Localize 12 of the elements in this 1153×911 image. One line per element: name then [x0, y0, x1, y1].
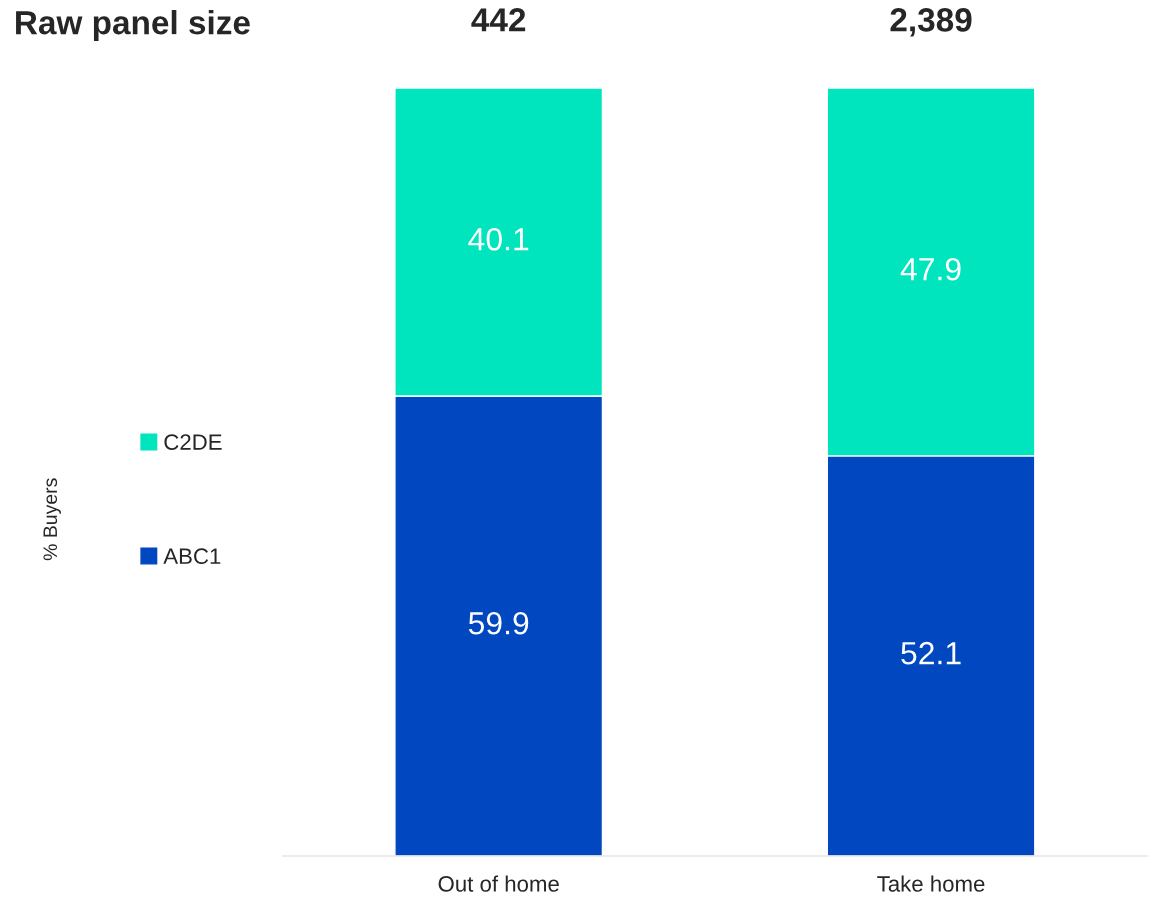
- text: 2,389: [890, 8, 972, 37]
- data-label: 40.1: [468, 227, 529, 251]
- data-label: 47.9: [900, 257, 961, 281]
- x-tick-label: Take home: [877, 875, 985, 892]
- legend-label: ABC1: [163, 548, 221, 565]
- text: % Buyers: [43, 478, 61, 561]
- legend-label: C2DE: [164, 434, 222, 450]
- data-label: 59.9: [468, 611, 529, 635]
- text: 442: [471, 8, 526, 32]
- data-label: 52.1: [901, 641, 961, 665]
- text: Raw panel size: [16, 9, 250, 42]
- x-tick-label: Out of home: [438, 875, 559, 892]
